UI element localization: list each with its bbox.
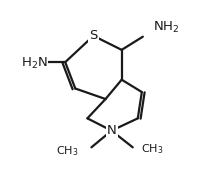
Text: N: N [106, 124, 116, 137]
Text: NH$_2$: NH$_2$ [152, 20, 178, 35]
Text: CH$_3$: CH$_3$ [56, 144, 78, 158]
Text: CH$_3$: CH$_3$ [140, 142, 162, 156]
Text: H$_2$N: H$_2$N [21, 55, 47, 71]
Text: S: S [89, 29, 97, 42]
